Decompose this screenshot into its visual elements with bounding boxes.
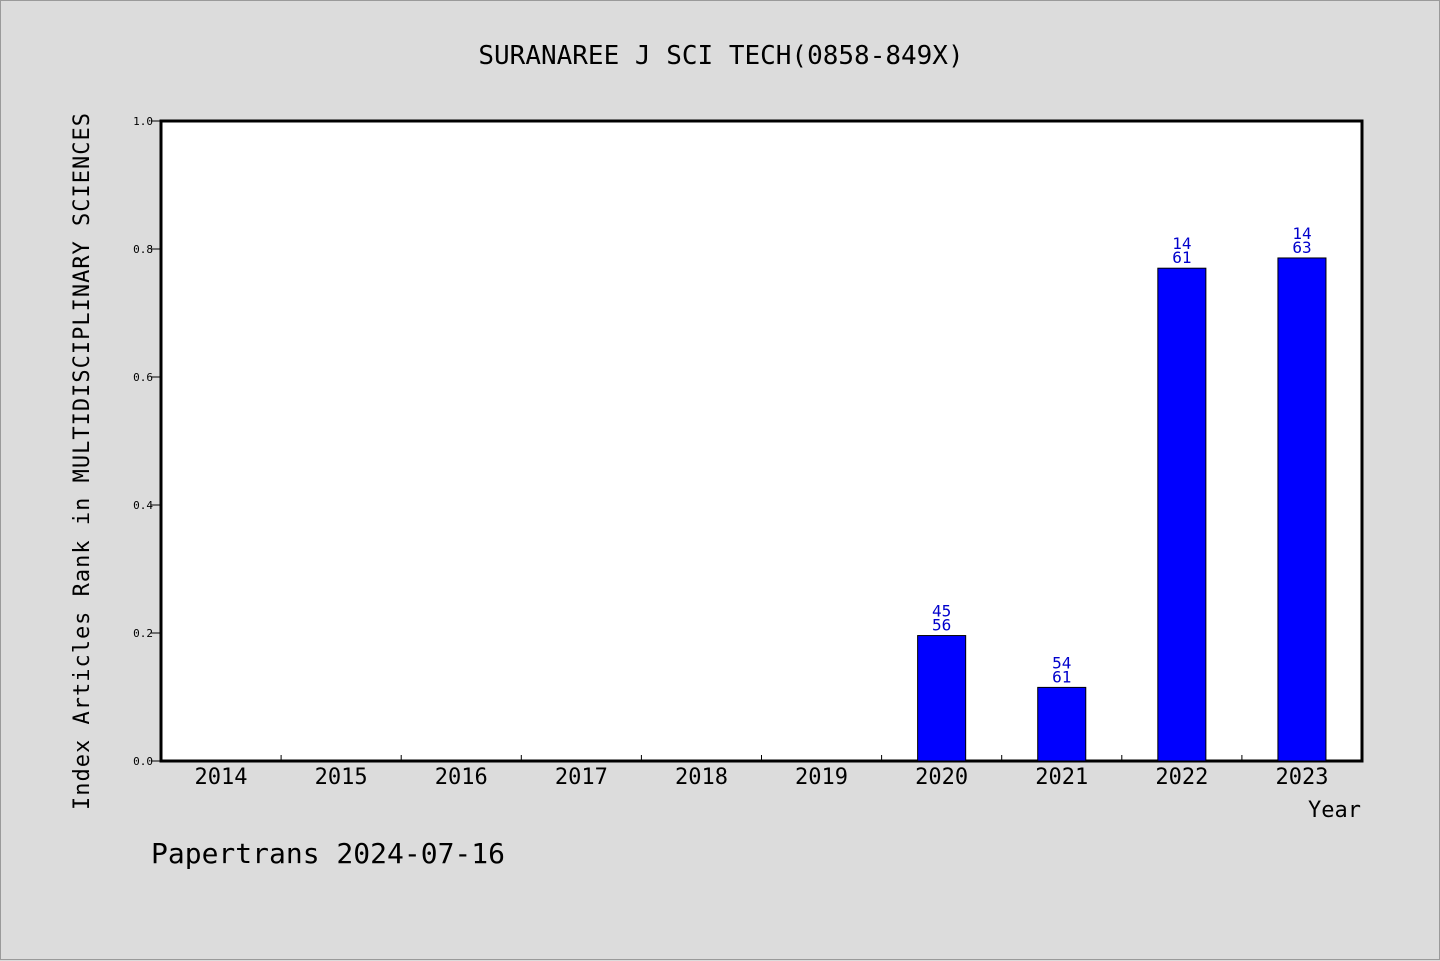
data-label-top: 45 xyxy=(932,602,951,621)
x-tick-label: 2022 xyxy=(1155,765,1208,790)
x-tick-label: 2015 xyxy=(315,765,368,790)
x-tick-label: 2021 xyxy=(1035,765,1088,790)
y-tick-label: 0.8 xyxy=(133,243,153,256)
x-axis-ticks: 2014 2015 2016 2017 2018 2019 2020 2021 2022 2023 xyxy=(195,755,1328,790)
y-tick-label: 0.2 xyxy=(133,627,153,640)
x-tick-label: 2018 xyxy=(675,765,728,790)
footer-text: Papertrans 2024-07-16 xyxy=(151,837,505,870)
x-tick-label: 2014 xyxy=(195,765,248,790)
x-tick-label: 2020 xyxy=(915,765,968,790)
y-tick-label: 0.4 xyxy=(133,499,153,512)
x-axis-label: Year xyxy=(1308,798,1361,823)
y-axis-label: Index Articles Rank in MULTIDISCIPLINARY… xyxy=(70,112,95,810)
data-label-bottom: 61 xyxy=(1052,667,1071,686)
y-tick-label: 0.0 xyxy=(133,755,153,768)
bars xyxy=(917,257,1327,762)
chart-title: SURANAREE J SCI TECH(0858-849X) xyxy=(478,41,963,71)
bar-2021 xyxy=(1037,686,1087,762)
bar-2023 xyxy=(1277,257,1327,762)
x-tick-label: 2016 xyxy=(435,765,488,790)
data-label-top: 14 xyxy=(1172,234,1191,253)
data-label-bottom: 63 xyxy=(1292,238,1311,257)
data-label-top: 54 xyxy=(1052,653,1071,672)
data-label-bottom: 56 xyxy=(932,616,951,635)
x-tick-label: 2023 xyxy=(1275,765,1328,790)
bar-2020 xyxy=(917,635,967,762)
x-tick-label: 2017 xyxy=(555,765,608,790)
y-tick-label: 1.0 xyxy=(133,115,153,128)
y-axis-ticks: 0.0 0.2 0.4 0.6 0.8 1.0 xyxy=(133,115,161,768)
y-tick-label: 0.6 xyxy=(133,371,153,384)
data-label-bottom: 61 xyxy=(1172,248,1191,267)
data-label-top: 14 xyxy=(1292,224,1311,243)
bar-2022 xyxy=(1157,267,1207,762)
x-tick-label: 2019 xyxy=(795,765,848,790)
